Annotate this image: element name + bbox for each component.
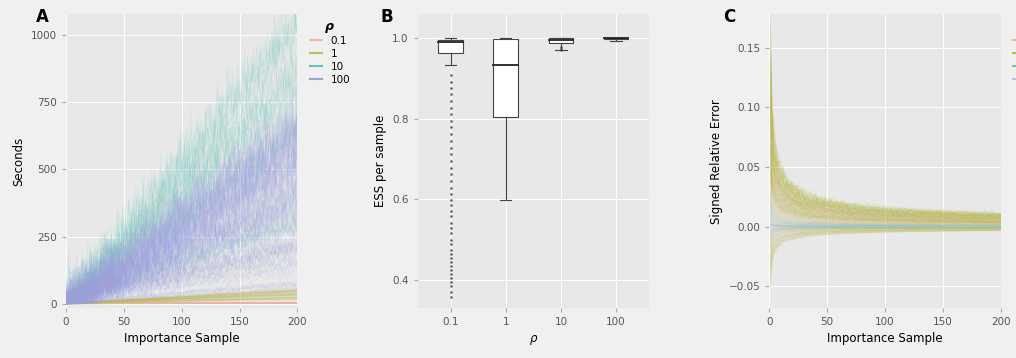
X-axis label: Importance Sample: Importance Sample (827, 333, 943, 345)
Text: C: C (723, 9, 736, 26)
Bar (604, 38, 629, 39)
Y-axis label: ESS per sample: ESS per sample (374, 115, 387, 207)
Bar (549, 38, 573, 43)
Legend: 0.1, 1, 10, 100: 0.1, 1, 10, 100 (1013, 20, 1016, 85)
X-axis label: ρ: ρ (529, 333, 537, 345)
Legend: 0.1, 1, 10, 100: 0.1, 1, 10, 100 (310, 20, 351, 85)
Bar (494, 39, 518, 117)
Y-axis label: Seconds: Seconds (12, 136, 25, 186)
X-axis label: Importance Sample: Importance Sample (124, 333, 240, 345)
Y-axis label: Signed Relative Error: Signed Relative Error (710, 99, 723, 223)
Text: A: A (36, 9, 49, 26)
Bar (438, 40, 463, 53)
Text: B: B (381, 9, 393, 26)
